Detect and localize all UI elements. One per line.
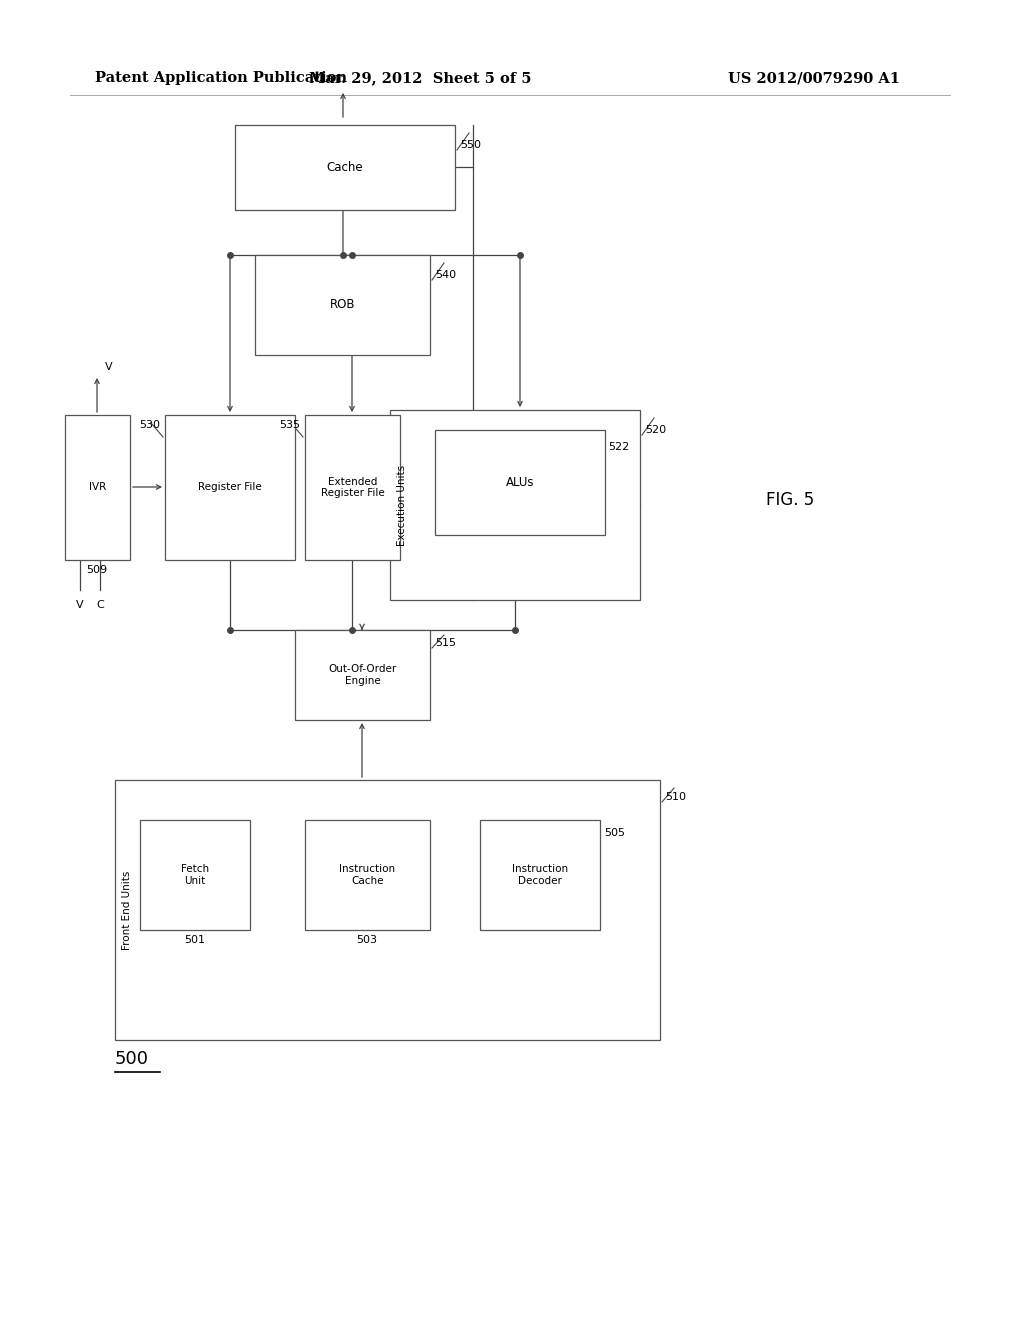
Text: 520: 520 [645, 425, 667, 436]
Text: Instruction
Decoder: Instruction Decoder [512, 865, 568, 886]
Text: 503: 503 [356, 935, 378, 945]
Text: FIG. 5: FIG. 5 [766, 491, 814, 510]
Bar [390, 411, 640, 601]
Bar [305, 820, 430, 931]
Text: V: V [105, 362, 113, 372]
Bar [435, 430, 605, 535]
Text: Mar. 29, 2012  Sheet 5 of 5: Mar. 29, 2012 Sheet 5 of 5 [309, 71, 531, 84]
Text: Extended
Register File: Extended Register File [321, 477, 384, 498]
Text: Out-Of-Order
Engine: Out-Of-Order Engine [329, 664, 396, 686]
Text: ROB: ROB [330, 298, 355, 312]
Text: 509: 509 [86, 565, 108, 576]
Text: 550: 550 [460, 140, 481, 150]
Bar [255, 255, 430, 355]
Text: 530: 530 [139, 420, 160, 430]
Text: 510: 510 [665, 792, 686, 803]
Text: Register File: Register File [198, 483, 262, 492]
Text: US 2012/0079290 A1: US 2012/0079290 A1 [728, 71, 900, 84]
Text: 535: 535 [279, 420, 300, 430]
Bar [234, 125, 455, 210]
Text: Patent Application Publication: Patent Application Publication [95, 71, 347, 84]
Bar [65, 414, 130, 560]
Text: 540: 540 [435, 271, 456, 280]
Text: 522: 522 [608, 442, 630, 451]
Text: ALUs: ALUs [506, 477, 535, 488]
Bar [295, 630, 430, 719]
Text: Execution Units: Execution Units [397, 465, 407, 545]
Text: Fetch
Unit: Fetch Unit [181, 865, 209, 886]
Text: 505: 505 [604, 828, 625, 838]
Text: Front End Units: Front End Units [122, 870, 132, 949]
Bar [115, 780, 660, 1040]
Bar [305, 414, 400, 560]
Text: 515: 515 [435, 638, 456, 648]
Text: IVR: IVR [89, 483, 106, 492]
Text: 501: 501 [184, 935, 206, 945]
Text: 500: 500 [115, 1049, 150, 1068]
Bar [480, 820, 600, 931]
Bar [165, 414, 295, 560]
Text: Instruction
Cache: Instruction Cache [339, 865, 395, 886]
Text: C: C [96, 601, 103, 610]
Text: V: V [76, 601, 84, 610]
Text: Cache: Cache [327, 161, 364, 174]
Bar [140, 820, 250, 931]
